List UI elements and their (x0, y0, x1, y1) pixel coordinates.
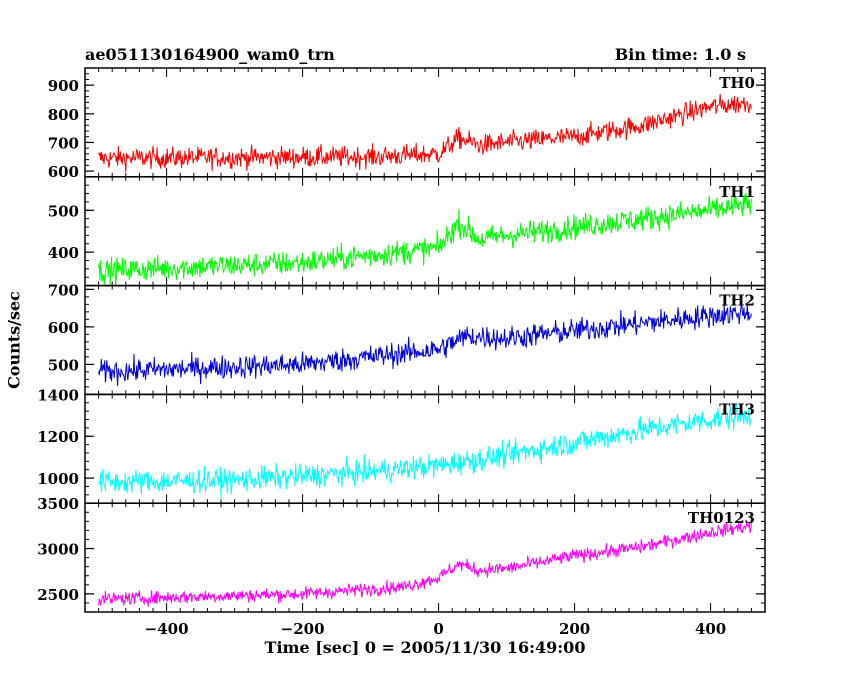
x-tick-label: 400 (695, 620, 726, 638)
y-tick-label: 900 (48, 77, 79, 95)
panel-label-th3: TH3 (719, 400, 755, 418)
y-tick-label: 500 (48, 356, 79, 374)
series-line-th1 (98, 192, 752, 286)
y-tick-label: 1000 (37, 470, 79, 488)
y-tick-label: 3000 (37, 541, 79, 559)
y-tick-label: 700 (48, 134, 79, 152)
bin-time-label: Bin time: 1.0 s (614, 45, 746, 64)
panel-label-th1: TH1 (719, 183, 755, 201)
panel-label-th0: TH0 (719, 74, 755, 92)
y-tick-label: 3500 (37, 495, 79, 513)
y-tick-label: 700 (48, 281, 79, 299)
y-tick-label: 600 (48, 319, 79, 337)
panel-label-th2: TH2 (719, 292, 755, 310)
x-tick-label: 200 (559, 620, 590, 638)
y-axis-label: Counts/sec (4, 291, 24, 389)
chart-title: ae051130164900_wam0_trn (85, 45, 335, 64)
panel-frame-th2 (84, 284, 766, 396)
x-tick-label: −200 (281, 620, 325, 638)
y-tick-label: 600 (48, 163, 79, 181)
x-tick-label: −400 (145, 620, 189, 638)
y-tick-label: 1400 (37, 386, 79, 404)
series-line-th0 (98, 94, 752, 172)
series-line-th2 (98, 303, 752, 386)
y-tick-label: 2500 (37, 586, 79, 604)
series-line-th3 (98, 403, 752, 499)
series-line-th0123 (98, 521, 752, 607)
y-tick-label: 800 (48, 106, 79, 124)
panel-frame-th3 (84, 393, 766, 504)
y-tick-label: 1200 (37, 428, 79, 446)
y-tick-label: 400 (48, 244, 79, 262)
y-tick-label: 500 (48, 202, 79, 220)
panel-frame-th0123 (84, 502, 766, 613)
panel-label-th0123: TH0123 (688, 509, 755, 527)
x-axis-label: Time [sec] 0 = 2005/11/30 16:49:00 (264, 638, 586, 657)
x-tick-label: 0 (433, 620, 443, 638)
